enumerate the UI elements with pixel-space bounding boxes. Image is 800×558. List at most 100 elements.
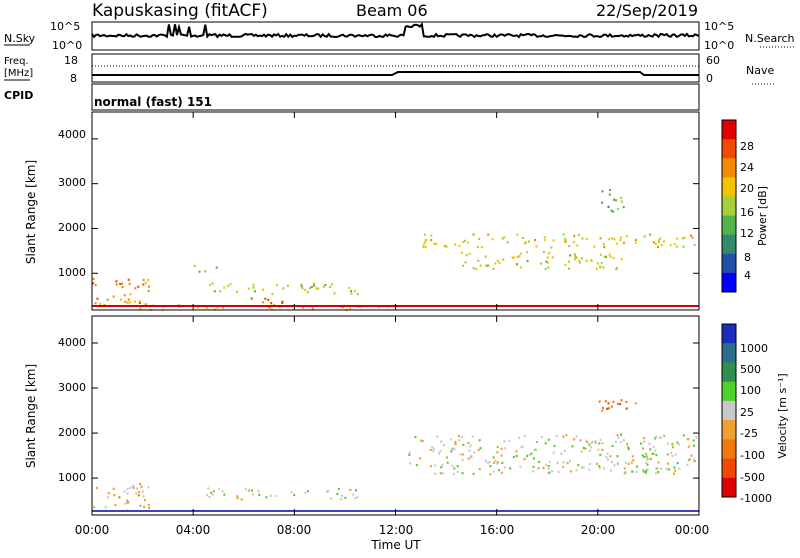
velocity-data-cell bbox=[652, 445, 655, 449]
power-colorbar-frame bbox=[721, 119, 737, 293]
power-data-cell bbox=[281, 300, 284, 303]
velocity-cbar-tick-neg25: -25 bbox=[740, 427, 758, 440]
velocity-cbar-tick-neg100: -100 bbox=[740, 449, 765, 462]
power-ylabel: Slant Range [km] bbox=[24, 160, 38, 264]
velocity-data-cell bbox=[470, 455, 473, 458]
power-data-cell bbox=[128, 282, 131, 285]
velocity-data-cell bbox=[616, 402, 619, 405]
power-panel-frame bbox=[91, 111, 700, 311]
velocity-data-cell bbox=[641, 469, 644, 472]
velocity-data-cell bbox=[457, 434, 460, 438]
power-data-cell bbox=[120, 298, 122, 301]
velocity-data-cell bbox=[478, 468, 481, 471]
power-data-cell bbox=[310, 285, 313, 288]
power-data-cell bbox=[622, 241, 625, 244]
power-data-cell bbox=[250, 297, 253, 300]
nsky-tick-bottom: 10^0 bbox=[52, 39, 82, 52]
power-data-cell bbox=[564, 240, 567, 243]
velocity-data-cell bbox=[538, 460, 541, 463]
velocity-data-cell bbox=[654, 449, 657, 452]
power-data-cell bbox=[521, 237, 524, 240]
velocity-data-cell bbox=[251, 493, 254, 496]
velocity-data-cell bbox=[132, 486, 135, 490]
power-data-cell bbox=[590, 259, 592, 262]
power-data-cell bbox=[478, 237, 481, 240]
velocity-data-cell bbox=[671, 454, 674, 458]
velocity-data-cell bbox=[607, 458, 609, 461]
velocity-data-cell bbox=[432, 447, 435, 450]
velocity-data-cell bbox=[515, 450, 518, 453]
power-colorbar-segment bbox=[722, 196, 736, 217]
velocity-data-cell bbox=[599, 438, 602, 441]
velocity-data-cell bbox=[452, 472, 455, 475]
power-data-cell bbox=[213, 290, 216, 293]
velocity-data-cell bbox=[643, 437, 646, 440]
power-data-cell bbox=[573, 234, 576, 237]
power-data-cell bbox=[572, 241, 575, 244]
power-data-cell bbox=[94, 284, 97, 287]
power-data-cell bbox=[147, 279, 150, 282]
power-data-cell bbox=[99, 302, 102, 305]
velocity-data-cell bbox=[673, 472, 675, 475]
power-data-cell bbox=[516, 263, 518, 266]
power-data-cell bbox=[342, 306, 344, 309]
velocity-data-cell bbox=[500, 454, 503, 457]
velocity-data-cell bbox=[626, 443, 629, 446]
velocity-data-cell bbox=[533, 449, 536, 452]
velocity-data-cell bbox=[655, 453, 658, 457]
velocity-data-cell bbox=[555, 435, 558, 438]
velocity-data-cell bbox=[429, 465, 432, 468]
velocity-data-cell bbox=[138, 490, 141, 494]
velocity-data-cell bbox=[429, 448, 432, 451]
power-data-cell bbox=[227, 284, 230, 288]
power-data-cell bbox=[349, 307, 351, 310]
power-colorbar-segment bbox=[722, 158, 736, 178]
velocity-data-cell bbox=[304, 491, 307, 494]
velocity-data-cell bbox=[461, 458, 464, 461]
velocity-data-cell bbox=[634, 402, 637, 405]
velocity-data-cell bbox=[591, 440, 594, 443]
power-data-cell bbox=[576, 244, 579, 247]
power-data-cell bbox=[484, 264, 487, 267]
velocity-data-cell bbox=[598, 400, 601, 403]
power-data-cell bbox=[543, 236, 546, 239]
power-data-cell bbox=[424, 245, 427, 248]
velocity-data-cell bbox=[107, 492, 110, 495]
velocity-data-cell bbox=[236, 497, 239, 500]
power-data-cell bbox=[475, 268, 478, 271]
velocity-data-cell bbox=[213, 490, 215, 493]
velocity-data-cell bbox=[355, 489, 357, 492]
velocity-data-cell bbox=[596, 462, 598, 465]
power-data-cell bbox=[491, 238, 494, 241]
power-data-cell bbox=[92, 282, 95, 285]
velocity-data-cell bbox=[478, 439, 481, 442]
velocity-data-cell bbox=[500, 447, 503, 450]
power-colorbar-segment bbox=[722, 234, 736, 255]
velocity-data-cell bbox=[648, 442, 651, 445]
power-data-cell bbox=[602, 266, 605, 269]
velocity-cbar-tick-neg1000: -1000 bbox=[740, 492, 772, 505]
velocity-data-cell bbox=[544, 442, 547, 445]
velocity-data-cell bbox=[269, 494, 272, 497]
xtick-3: 12:00 bbox=[379, 523, 414, 537]
velocity-data-cell bbox=[106, 496, 109, 499]
power-data-cell bbox=[462, 264, 465, 267]
power-data-cell bbox=[669, 243, 672, 247]
power-data-cell bbox=[133, 300, 136, 303]
velocity-data-cell bbox=[453, 448, 456, 451]
nsearch-label: N.Search bbox=[745, 32, 795, 45]
velocity-data-cell bbox=[582, 446, 585, 450]
power-data-cell bbox=[673, 243, 676, 246]
velocity-data-cell bbox=[612, 400, 615, 403]
power-data-cell bbox=[540, 262, 542, 265]
power-data-cell bbox=[261, 301, 264, 304]
velocity-data-cell bbox=[617, 463, 619, 466]
velocity-data-cell bbox=[456, 470, 459, 473]
velocity-data-cell bbox=[446, 456, 448, 459]
velocity-data-cell bbox=[657, 471, 660, 474]
power-data-cell bbox=[129, 301, 132, 304]
velocity-data-cell bbox=[439, 450, 442, 453]
velocity-data-cell bbox=[589, 449, 591, 452]
velocity-data-cell bbox=[624, 461, 627, 464]
power-data-cell bbox=[313, 284, 316, 287]
